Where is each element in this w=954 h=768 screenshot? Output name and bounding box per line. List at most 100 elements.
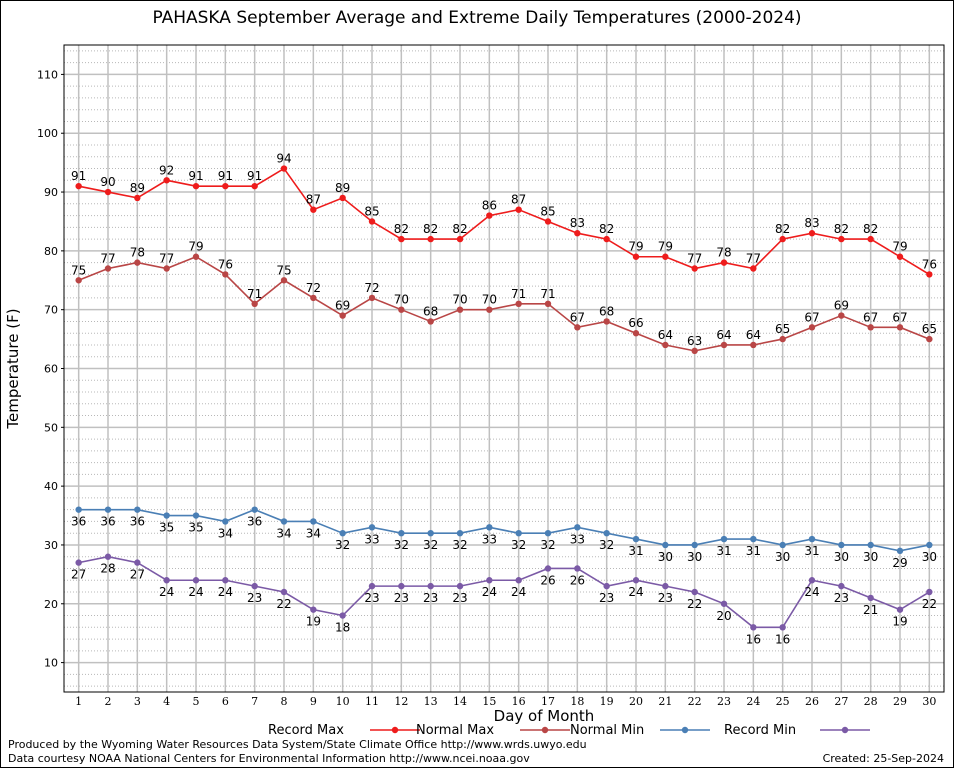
legend-marker bbox=[841, 726, 849, 734]
data-point bbox=[398, 306, 405, 313]
data-label: 66 bbox=[628, 316, 643, 330]
y-tick-label: 60 bbox=[44, 363, 58, 376]
data-point bbox=[926, 588, 933, 596]
data-label: 78 bbox=[130, 246, 145, 260]
data-point bbox=[544, 565, 552, 572]
data-point bbox=[75, 277, 82, 284]
data-point bbox=[134, 506, 141, 513]
data-point bbox=[486, 212, 493, 219]
data-point bbox=[310, 518, 317, 525]
x-tick-label: 3 bbox=[134, 695, 141, 708]
data-label: 82 bbox=[423, 222, 438, 236]
series-line-normal-min bbox=[78, 508, 930, 552]
data-label: 20 bbox=[716, 609, 731, 623]
data-point bbox=[427, 529, 434, 537]
data-point bbox=[310, 206, 317, 213]
y-tick-label: 10 bbox=[44, 657, 58, 670]
data-label: 29 bbox=[892, 556, 907, 570]
x-tick-label: 19 bbox=[600, 695, 614, 708]
data-label: 34 bbox=[218, 526, 233, 540]
data-point bbox=[368, 524, 376, 531]
data-label: 75 bbox=[276, 263, 291, 277]
data-point bbox=[515, 206, 522, 213]
data-label: 67 bbox=[892, 310, 907, 324]
data-label: 70 bbox=[452, 293, 467, 307]
series-line-record-max bbox=[78, 167, 930, 276]
x-tick-label: 29 bbox=[893, 695, 907, 708]
data-point bbox=[222, 182, 229, 190]
data-point bbox=[896, 606, 904, 613]
data-label: 69 bbox=[335, 299, 350, 313]
data-point bbox=[691, 588, 698, 596]
data-label: 82 bbox=[834, 222, 849, 236]
data-label: 32 bbox=[599, 538, 614, 552]
x-tick-label: 16 bbox=[512, 695, 526, 708]
data-point bbox=[603, 582, 610, 590]
data-label: 68 bbox=[423, 304, 438, 318]
data-point bbox=[192, 512, 200, 519]
data-point bbox=[251, 582, 258, 590]
data-point bbox=[486, 524, 493, 531]
data-label: 33 bbox=[482, 532, 497, 546]
data-label: 85 bbox=[364, 204, 379, 218]
data-label: 16 bbox=[775, 632, 790, 646]
data-label: 36 bbox=[100, 515, 115, 529]
data-label: 87 bbox=[511, 193, 526, 207]
data-label: 77 bbox=[100, 252, 115, 266]
data-point bbox=[691, 541, 698, 549]
data-point bbox=[603, 318, 610, 325]
data-point bbox=[926, 271, 933, 278]
data-point bbox=[368, 294, 376, 302]
y-tick-label: 40 bbox=[44, 480, 58, 493]
data-point bbox=[163, 577, 170, 584]
data-label: 36 bbox=[71, 515, 86, 529]
data-label: 32 bbox=[394, 538, 409, 552]
x-tick-label: 28 bbox=[864, 695, 878, 708]
y-tick-label: 80 bbox=[44, 245, 58, 258]
data-label: 34 bbox=[276, 526, 291, 540]
data-label: 82 bbox=[452, 222, 467, 236]
data-point bbox=[867, 324, 874, 331]
y-tick-label: 30 bbox=[44, 539, 58, 552]
x-tick-label: 26 bbox=[805, 695, 819, 708]
y-tick-label: 70 bbox=[44, 304, 58, 317]
data-point bbox=[574, 230, 581, 237]
x-tick-label: 13 bbox=[424, 695, 438, 708]
data-point bbox=[896, 547, 904, 555]
data-point bbox=[574, 565, 581, 572]
data-label: 24 bbox=[188, 585, 203, 599]
data-point bbox=[134, 259, 141, 266]
y-axis-label: Temperature (F) bbox=[4, 308, 22, 429]
data-point bbox=[838, 312, 845, 319]
data-label: 30 bbox=[687, 550, 702, 564]
data-label: 31 bbox=[716, 544, 731, 558]
data-point bbox=[720, 600, 728, 607]
data-label: 30 bbox=[658, 550, 673, 564]
data-point bbox=[750, 535, 757, 543]
data-label: 22 bbox=[276, 597, 291, 611]
data-point bbox=[398, 529, 405, 537]
data-point bbox=[808, 230, 816, 237]
data-point bbox=[515, 577, 522, 584]
data-point bbox=[720, 535, 728, 543]
data-label: 79 bbox=[658, 240, 673, 254]
data-label: 83 bbox=[570, 216, 585, 230]
data-label: 26 bbox=[540, 573, 555, 587]
data-label: 68 bbox=[599, 304, 614, 318]
data-label: 78 bbox=[716, 246, 731, 260]
data-label: 35 bbox=[159, 521, 174, 535]
data-label: 89 bbox=[335, 181, 350, 195]
data-label: 24 bbox=[804, 585, 819, 599]
data-label: 19 bbox=[306, 615, 321, 629]
data-label: 16 bbox=[746, 632, 761, 646]
footer-data-line: Data courtesy NOAA National Centers for … bbox=[8, 752, 530, 765]
x-tick-label: 25 bbox=[776, 695, 790, 708]
data-point bbox=[134, 559, 141, 566]
data-label: 22 bbox=[922, 597, 937, 611]
data-label: 23 bbox=[364, 591, 379, 605]
data-point bbox=[603, 235, 610, 243]
legend-marker bbox=[391, 726, 399, 734]
data-label: 71 bbox=[540, 287, 555, 301]
data-point bbox=[720, 341, 728, 349]
data-point bbox=[222, 271, 229, 278]
